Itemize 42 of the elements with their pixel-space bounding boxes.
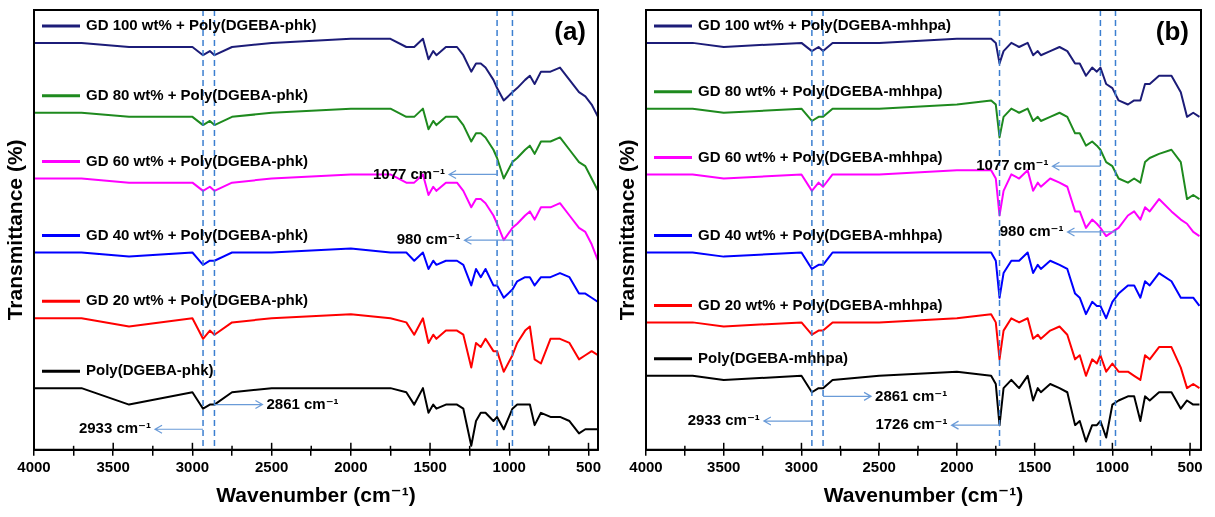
legend-label: GD 80 wt% + Poly(DGEBA-mhhpa): [698, 81, 943, 99]
x-tick-label: 4000: [629, 457, 663, 475]
x-tick-label: 1000: [492, 457, 526, 475]
x-axis-title: Wavenumber (cm⁻¹): [823, 483, 1024, 507]
x-tick-label: 1000: [1095, 457, 1130, 475]
x-axis-title: Wavenumber (cm⁻¹): [216, 483, 416, 507]
annotation: 1726 cm⁻¹: [875, 415, 948, 433]
x-tick-label: 2500: [254, 457, 289, 475]
x-tick-label: 1500: [413, 457, 447, 475]
y-axis-title: Transmittance (%): [2, 139, 26, 321]
annotation: 980 cm⁻¹: [999, 222, 1064, 240]
annotation: 980 cm⁻¹: [396, 230, 461, 248]
x-tick-label: 2500: [862, 457, 896, 475]
x-tick-label: 1500: [1017, 457, 1052, 475]
annotation: (a): [554, 16, 586, 47]
legend-label: GD 20 wt% + Poly(DGEBA-phk): [86, 291, 309, 309]
legend-label: GD 100 wt% + Poly(DGEBA-mhhpa): [698, 16, 951, 34]
legend-label: GD 100 wt% + Poly(DGEBA-phk): [86, 16, 317, 34]
annotation: 2933 cm⁻¹: [687, 411, 760, 429]
legend-label: Poly(DGEBA-mhhpa): [698, 348, 848, 366]
x-tick-label: 3500: [96, 457, 130, 475]
annotation: 1077 cm⁻¹: [976, 156, 1049, 174]
legend-label: Poly(DGEBA-phk): [86, 361, 214, 379]
legend-label: GD 40 wt% + Poly(DGEBA-mhhpa): [698, 225, 943, 243]
x-tick-label: 2000: [940, 457, 974, 475]
x-tick-label: 3500: [707, 457, 741, 475]
legend-label: GD 60 wt% + Poly(DGEBA-mhhpa): [698, 147, 943, 165]
annotation: 2933 cm⁻¹: [78, 419, 152, 437]
annotation: (b): [1155, 16, 1189, 47]
x-tick-label: 2000: [334, 457, 368, 475]
annotation: 2861 cm⁻¹: [266, 394, 339, 412]
legend-label: GD 60 wt% + Poly(DGEBA-phk): [86, 151, 309, 169]
legend-label: GD 40 wt% + Poly(DGEBA-phk): [86, 225, 309, 243]
legend-label: GD 80 wt% + Poly(DGEBA-phk): [86, 85, 309, 103]
x-tick-label: 500: [1177, 457, 1203, 475]
x-tick-label: 3000: [175, 457, 210, 475]
x-tick-label: 500: [575, 457, 602, 475]
y-axis-title: Transmittance (%): [614, 139, 638, 321]
x-tick-label: 4000: [17, 457, 51, 475]
annotation: 2861 cm⁻¹: [875, 386, 948, 404]
x-tick-label: 3000: [784, 457, 819, 475]
legend-label: GD 20 wt% + Poly(DGEBA-mhhpa): [698, 295, 943, 313]
